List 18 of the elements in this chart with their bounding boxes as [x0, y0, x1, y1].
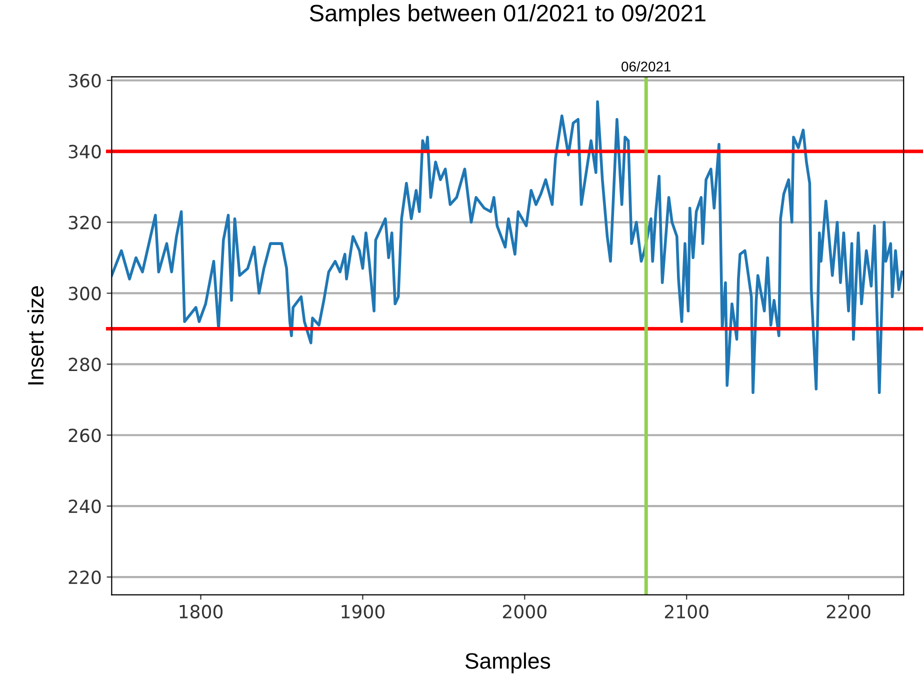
x-tick-label: 1800: [180, 604, 223, 618]
y-tick-label: 240: [68, 500, 101, 514]
y-tick-label: 280: [68, 358, 101, 372]
x-tick-label: 2200: [826, 604, 870, 618]
text: 06/2021: [622, 61, 671, 72]
y-axis-title: Insert size: [27, 286, 44, 384]
line-series: [112, 100, 904, 394]
y-tick-label: 260: [68, 428, 101, 442]
x-tick-label: 2100: [664, 604, 708, 618]
x-tick-label: 1900: [342, 604, 384, 618]
y-tick-label: 320: [68, 216, 101, 230]
chart-title: Samples between 01/2021 to 09/2021: [310, 4, 706, 26]
y-tick-label: 220: [68, 570, 101, 584]
x-tick-label: 2000: [503, 604, 546, 618]
y-tick-label: 340: [68, 144, 101, 158]
y-tick-label: 300: [68, 286, 101, 300]
y-tick-label: 360: [68, 74, 101, 88]
x-axis-title: Samples: [465, 652, 550, 674]
